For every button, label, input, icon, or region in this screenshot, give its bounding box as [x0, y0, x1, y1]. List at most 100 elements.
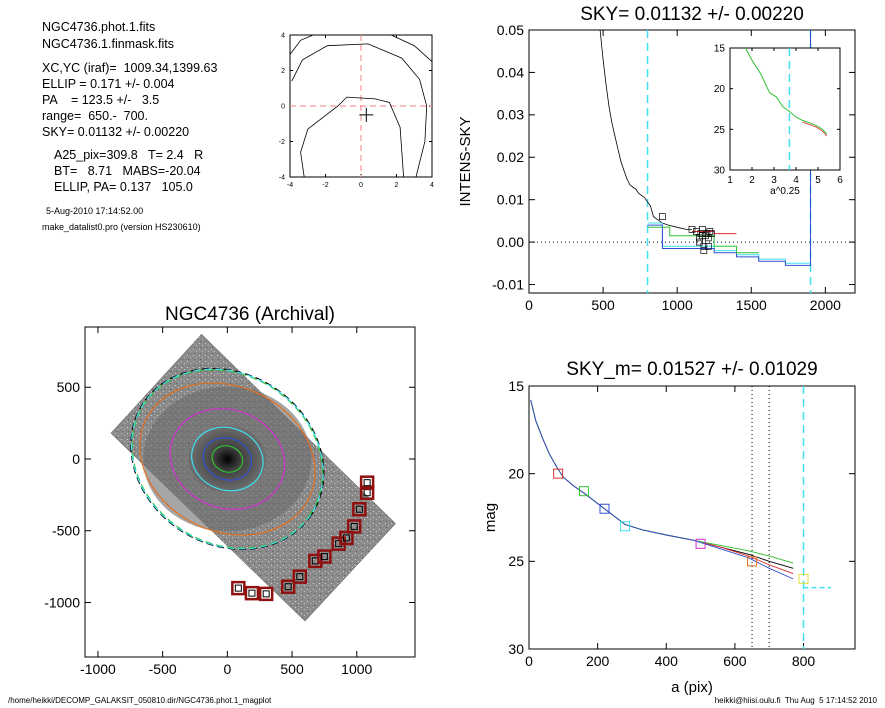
x-tick-label: 1500 — [736, 297, 767, 313]
x-tick-label: 400 — [655, 653, 679, 669]
y-tick-label: 4 — [281, 32, 285, 39]
x-tick-label: 3 — [771, 175, 777, 186]
x-tick-label: 0 — [525, 297, 533, 313]
sky-box-inner — [320, 553, 328, 561]
sky-box-marker — [258, 586, 274, 602]
x-tick-label: 600 — [723, 653, 747, 669]
mag-profile-line — [530, 399, 794, 575]
sky-profile-plot: SKY= 0.01132 +/- 0.00220 0 500 1000 1500 2000… — [457, 4, 856, 313]
info-bt: BT= 8.71 MABS=-20.04 — [54, 164, 201, 178]
x-tick-label: 4 — [430, 182, 434, 189]
sky-box-marker — [359, 475, 375, 490]
x-tick-label: -1000 — [80, 661, 116, 677]
y-tick-label: 0 — [281, 103, 285, 110]
sky-sample-marker — [707, 230, 715, 237]
mag-profile-line — [530, 399, 794, 569]
info-filename: NGC4736.phot.1.fits — [42, 20, 156, 34]
inset-curve-red — [802, 121, 828, 137]
galaxy-image-frame — [84, 326, 416, 658]
sky-box-marker — [317, 549, 332, 564]
y-tick-label: 2 — [281, 68, 285, 75]
x-tick-label: 0 — [223, 661, 231, 677]
sky-sample-marker — [699, 226, 706, 233]
x-tick-label: -500 — [149, 661, 177, 677]
mag-marker — [620, 521, 631, 532]
sky-sample-marker — [699, 232, 706, 240]
info-pa: PA = 123.5 +/- 3.5 — [42, 93, 160, 107]
intensity-profile — [599, 29, 692, 230]
galaxy-image-plot: NGC4736 (Archival) -1000 -500 0 500 1000 -1000… — [44, 304, 416, 677]
sky-box-inner — [296, 573, 304, 581]
y-tick-label: -2 — [279, 139, 285, 146]
mag-marker — [798, 573, 809, 584]
isophote-ellipse — [169, 408, 286, 510]
x-tick-label: 0 — [359, 182, 363, 189]
sky-sample-marker — [696, 238, 703, 246]
y-tick-label: 0.05 — [497, 22, 524, 38]
sky-box-inner — [363, 479, 371, 487]
x-tick-label: 6 — [837, 175, 843, 186]
mag-profile-line — [530, 399, 794, 580]
y-tick-label: 25 — [714, 125, 726, 136]
mag-profile-title: SKY_m= 0.01527 +/- 0.01029 — [566, 359, 817, 380]
step-profile — [647, 30, 811, 266]
y-tick-label: 20 — [714, 84, 726, 95]
mag-marker — [553, 468, 564, 479]
x-tick-label: -4 — [287, 182, 293, 189]
y-tick-label: 0.01 — [497, 192, 524, 208]
info-center: XC,YC (iraf)= 1009.34,1399.63 — [42, 61, 218, 75]
sky-profile-ylabel: INTENS-SKY — [457, 116, 474, 206]
galaxy-bulge — [188, 425, 267, 493]
sky-box-inner — [262, 590, 270, 598]
x-tick-label: 2000 — [810, 297, 841, 313]
x-tick-label: 200 — [586, 653, 610, 669]
isophote-ellipse — [202, 437, 253, 481]
y-tick-label: 0.00 — [497, 234, 524, 250]
isophote-ellipse — [130, 367, 325, 551]
sky-profile-title: SKY= 0.01132 +/- 0.00220 — [580, 4, 804, 25]
mag-profile-frame — [528, 385, 856, 650]
sky-box-marker — [292, 569, 308, 584]
mag-marker — [599, 503, 610, 514]
y-tick-label: 0.03 — [497, 107, 524, 123]
y-tick-label: 20 — [508, 466, 524, 482]
contour-line — [391, 34, 433, 62]
sky-box-inner — [350, 522, 358, 530]
sky-box-marker — [244, 585, 260, 601]
sky-box-inner — [284, 583, 292, 591]
y-tick-label: 30 — [508, 641, 524, 657]
x-tick-label: -2 — [322, 182, 328, 189]
info-sky: SKY= 0.01132 +/- 0.00220 — [42, 125, 190, 139]
footer-path: /home/heikki/DECOMP_GALAKSIT_050810.dir/… — [8, 696, 272, 705]
sky-box-inner — [355, 505, 363, 513]
sky-sample-marker — [700, 242, 708, 250]
x-tick-label: 1000 — [662, 297, 693, 313]
x-tick-label: 500 — [591, 297, 615, 313]
x-tick-label: 800 — [792, 653, 816, 669]
y-tick-label: 500 — [57, 379, 81, 395]
x-tick-label: 5 — [815, 175, 821, 186]
footer-host: heikki@hiisi.oulu.fi Thu Aug 5 17:14:52 … — [714, 696, 877, 705]
sky-box-marker — [280, 579, 296, 594]
x-tick-label: 500 — [280, 661, 304, 677]
sky-box-inner — [342, 534, 350, 542]
y-tick-label: -500 — [52, 523, 80, 539]
sky-box-marker — [352, 501, 367, 517]
sky-profile-frame — [528, 29, 856, 294]
inset-xlabel: a^0.25 — [770, 186, 800, 197]
mag-marker — [747, 556, 758, 567]
inset-frame — [729, 47, 841, 171]
info-panel: NGC4736.phot.1.fits NGC4736.1.finmask.fi… — [0, 0, 270, 240]
y-tick-label: 30 — [714, 166, 726, 177]
x-tick-label: 4 — [793, 175, 799, 186]
mag-marker — [695, 538, 706, 549]
sky-sample-marker — [688, 226, 696, 233]
x-tick-label: 1 — [727, 175, 733, 186]
y-tick-label: 0 — [72, 451, 80, 467]
y-tick-label: -4 — [279, 174, 285, 181]
mag-profile-ylabel: mag — [482, 503, 499, 532]
contour-plot: -4 -2 0 2 4 -4 -2 0 2 4 — [279, 32, 434, 189]
sky-box-marker — [346, 519, 362, 534]
y-tick-label: 15 — [508, 378, 524, 394]
